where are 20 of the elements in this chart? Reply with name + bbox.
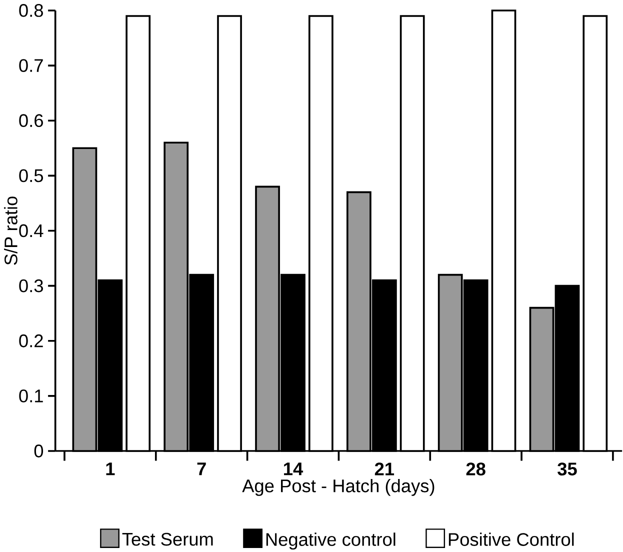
legend-label: Negative control [266, 532, 396, 550]
legend-label: Test Serum [122, 532, 213, 546]
y-tick-label: 0.8 [19, 4, 43, 17]
x-axis-title: Age Post - Hatch (days) [242, 478, 434, 496]
y-axis-title: S/P ratio [4, 196, 18, 265]
x-tick-label: 35 [558, 462, 577, 476]
legend-label: Positive Control [448, 532, 574, 546]
y-tick-label: 0.3 [19, 279, 43, 292]
y-tick-label: 0.7 [19, 58, 43, 72]
y-tick-label: 0.4 [19, 224, 44, 237]
y-tick-label: 0.5 [19, 169, 44, 182]
x-tick-label: 21 [374, 462, 394, 476]
y-tick-label: 0.1 [19, 389, 43, 402]
x-tick-label: 14 [284, 462, 304, 475]
x-tick-label: 1 [106, 462, 115, 475]
y-tick-label: 0.2 [19, 334, 43, 348]
x-tick-label: 28 [466, 462, 486, 476]
y-tick-label: 0 [34, 444, 44, 458]
y-tick-label: 0.6 [19, 114, 43, 127]
x-tick-label: 7 [197, 462, 206, 475]
